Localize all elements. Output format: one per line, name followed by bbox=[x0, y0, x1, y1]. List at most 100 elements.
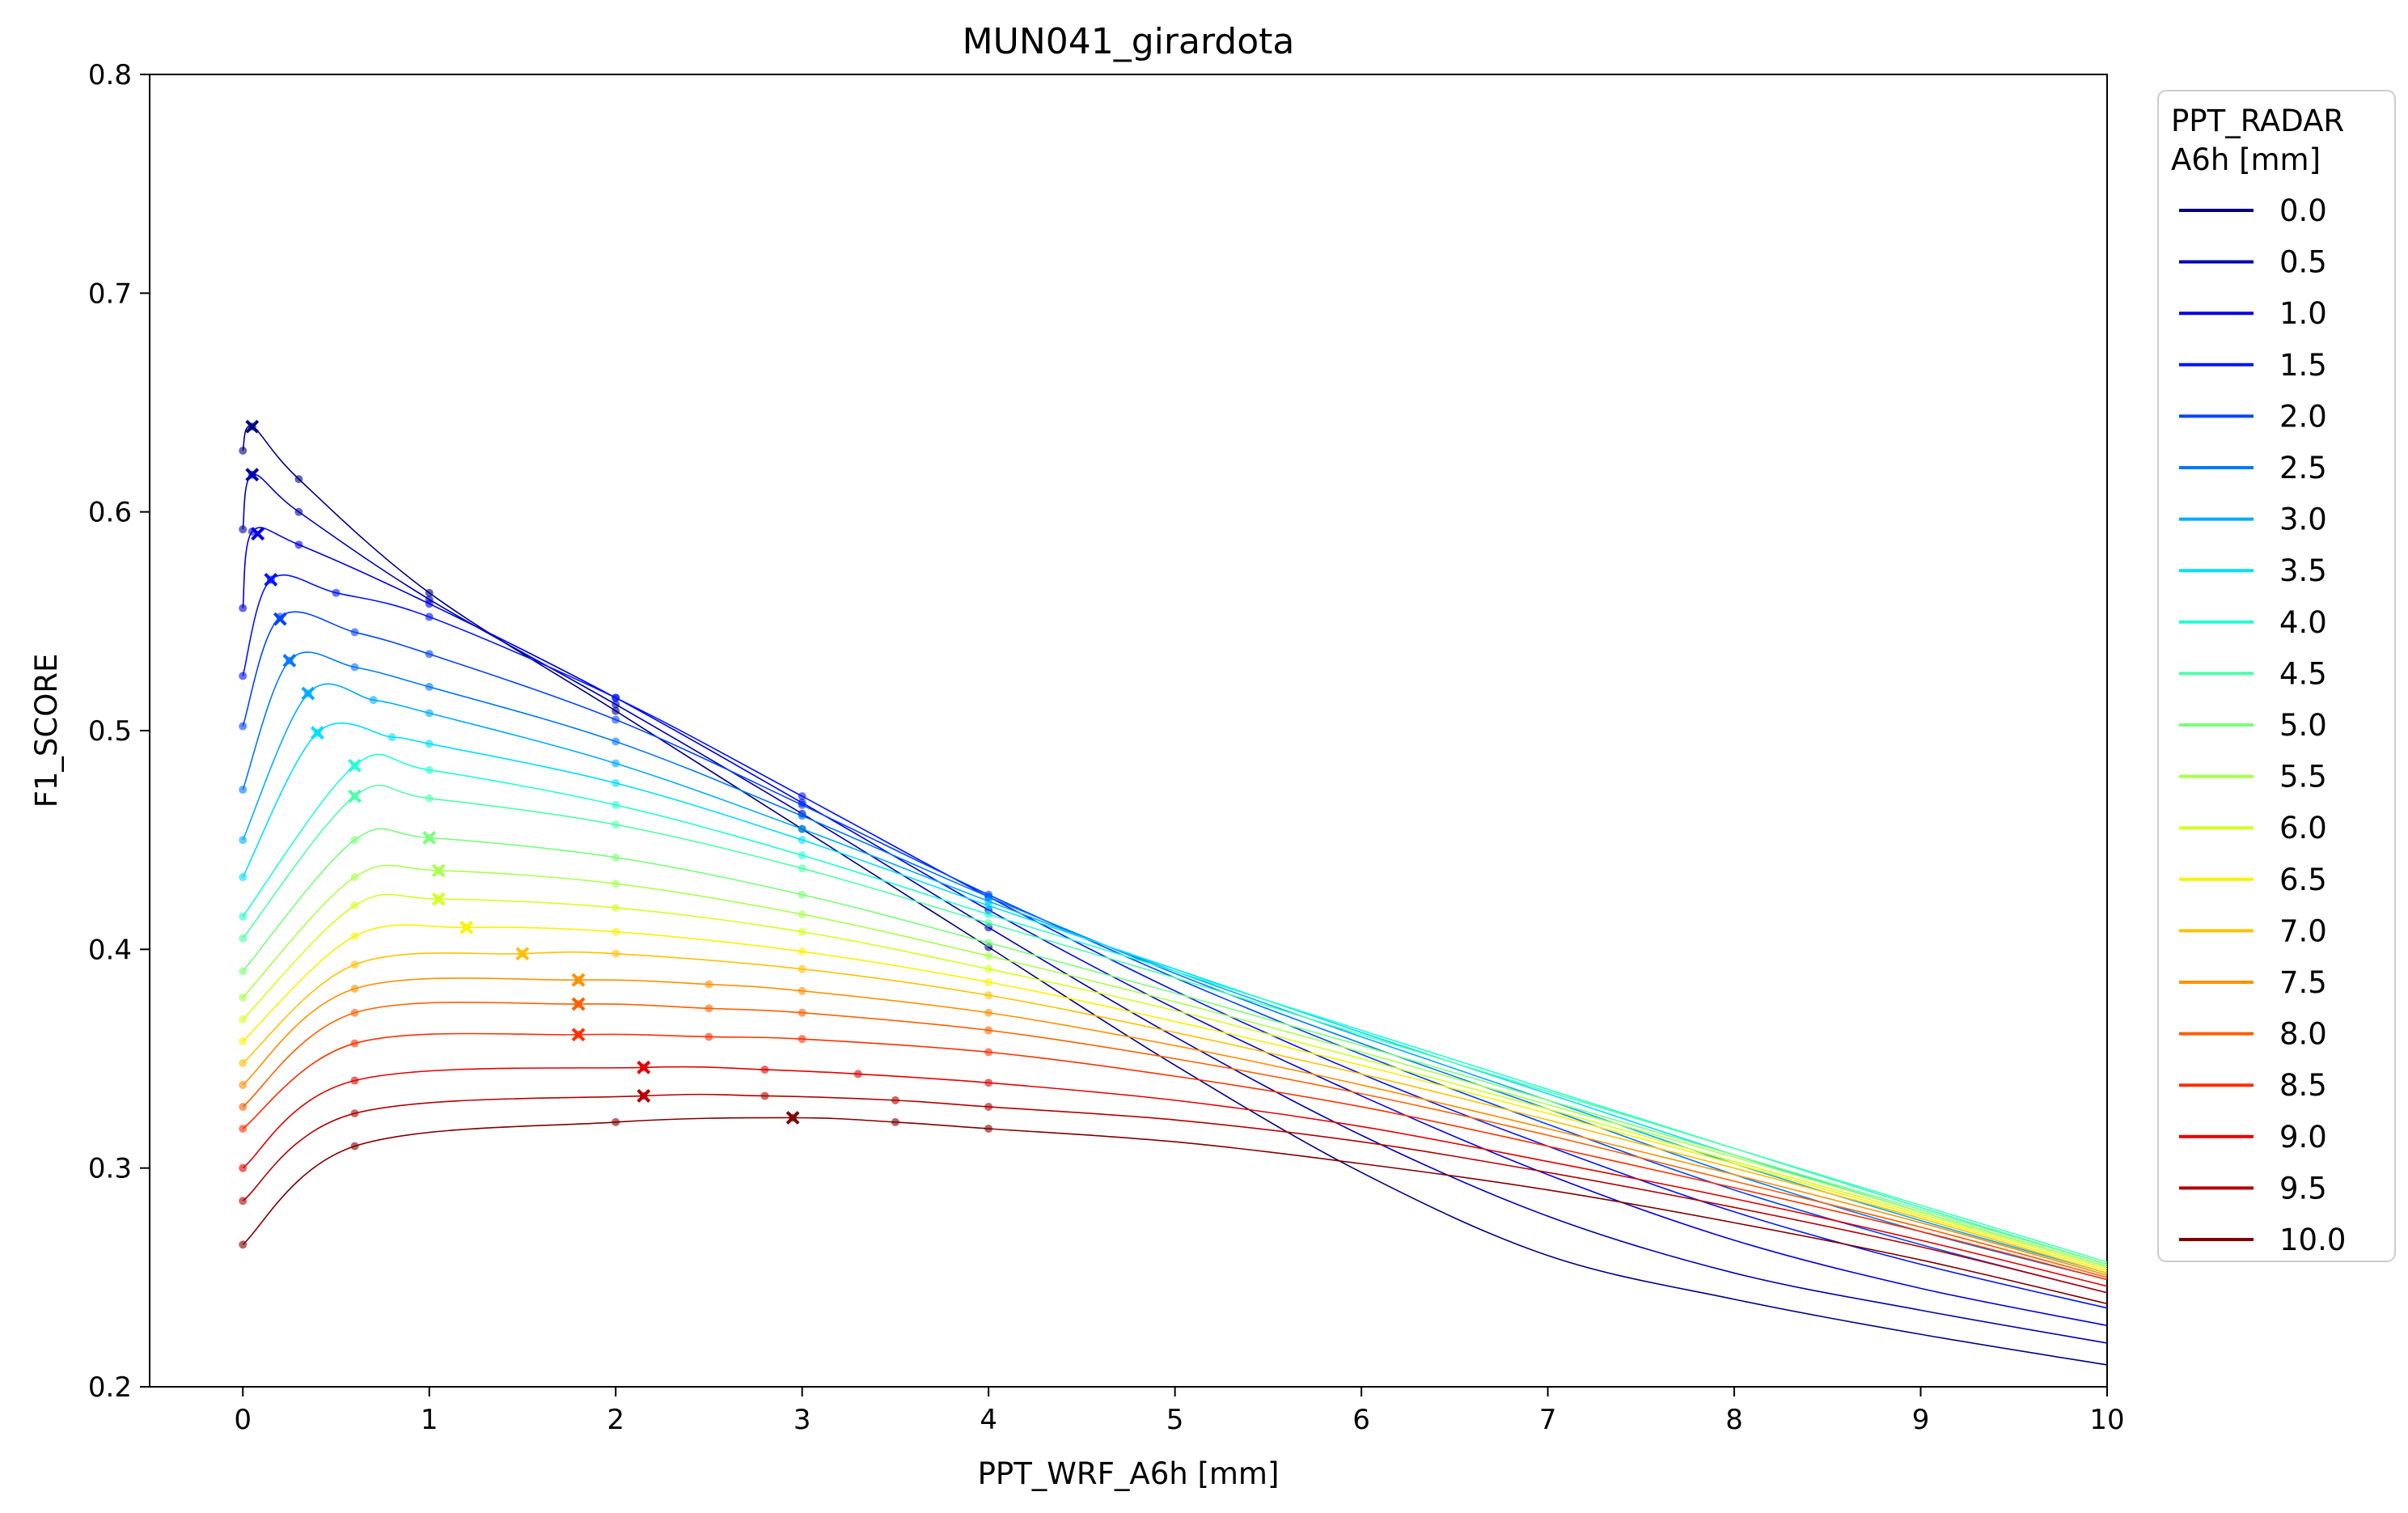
data-point bbox=[984, 964, 993, 973]
legend-entries: 0.0 0.5 1.0 1.5 2.0 2.5 3.0 3.5 4.0 4.5 5.0 5.5 6.0 6… bbox=[2179, 193, 2346, 1257]
data-point bbox=[239, 1125, 248, 1134]
data-point bbox=[798, 864, 806, 873]
data-point bbox=[350, 628, 359, 637]
best-marker bbox=[301, 686, 315, 701]
series-line-8.0 bbox=[242, 1001, 2107, 1278]
data-point bbox=[984, 939, 993, 947]
legend-label: 1.5 bbox=[2279, 348, 2327, 383]
data-point bbox=[239, 525, 248, 534]
plot-frame bbox=[149, 74, 2108, 1388]
data-point bbox=[798, 851, 806, 860]
data-point bbox=[350, 932, 359, 941]
best-marker bbox=[571, 997, 586, 1011]
data-point bbox=[294, 475, 303, 484]
legend-title-line1: PPT_RADAR bbox=[2171, 104, 2344, 138]
legend-label: 6.5 bbox=[2279, 862, 2327, 897]
x-tick-label: 3 bbox=[793, 1404, 811, 1436]
data-point bbox=[239, 836, 248, 845]
legend-label: 2.5 bbox=[2279, 451, 2327, 485]
x-tick-label: 6 bbox=[1352, 1404, 1370, 1436]
x-tick-label: 0 bbox=[234, 1404, 252, 1436]
data-point bbox=[239, 1058, 248, 1067]
data-point bbox=[350, 873, 359, 882]
data-point bbox=[239, 1015, 248, 1024]
y-tick-label: 0.7 bbox=[88, 278, 132, 310]
data-point bbox=[705, 1032, 713, 1041]
series-line-6.0 bbox=[242, 893, 2107, 1269]
y-tick-label: 0.6 bbox=[88, 497, 132, 529]
series-line-1.5 bbox=[242, 574, 2107, 1309]
data-point bbox=[239, 446, 248, 455]
data-point bbox=[239, 873, 248, 882]
data-point bbox=[239, 1036, 248, 1045]
data-point bbox=[798, 1035, 806, 1044]
data-point bbox=[294, 507, 303, 516]
data-point bbox=[239, 672, 248, 680]
series-line-1.0 bbox=[242, 527, 2107, 1327]
data-point bbox=[239, 1102, 248, 1111]
legend-label: 3.5 bbox=[2279, 553, 2327, 588]
legend-label: 5.0 bbox=[2279, 708, 2327, 743]
data-point bbox=[239, 722, 248, 731]
legend-label: 9.5 bbox=[2279, 1171, 2327, 1206]
chart-title: MUN041_girardota bbox=[963, 21, 1295, 62]
data-point bbox=[612, 715, 620, 724]
best-marker bbox=[245, 468, 260, 482]
data-point bbox=[612, 706, 620, 715]
best-marker bbox=[245, 419, 260, 434]
legend-label: 2.0 bbox=[2279, 399, 2327, 434]
data-point bbox=[239, 993, 248, 1002]
legend-label: 0.0 bbox=[2279, 193, 2327, 228]
data-point bbox=[984, 1008, 993, 1017]
data-point bbox=[984, 1102, 993, 1111]
data-point bbox=[798, 910, 806, 919]
data-point bbox=[798, 964, 806, 973]
legend-frame bbox=[2157, 90, 2396, 1262]
best-marker bbox=[348, 789, 362, 803]
data-point bbox=[798, 812, 806, 820]
legend-label: 0.5 bbox=[2279, 245, 2327, 280]
series-line-7.0 bbox=[242, 951, 2107, 1274]
data-point bbox=[853, 1070, 862, 1079]
data-point bbox=[350, 984, 359, 993]
data-point bbox=[239, 1080, 248, 1089]
x-tick-label: 10 bbox=[2089, 1404, 2124, 1436]
data-point bbox=[425, 600, 434, 608]
marker-layer bbox=[239, 419, 993, 1249]
series-line-7.5 bbox=[242, 977, 2107, 1276]
data-point bbox=[798, 986, 806, 995]
best-marker bbox=[637, 1060, 651, 1074]
data-point bbox=[798, 1008, 806, 1017]
series-line-9.0 bbox=[242, 1066, 2107, 1287]
data-point bbox=[984, 977, 993, 986]
data-point bbox=[425, 682, 434, 691]
data-point bbox=[984, 1125, 993, 1134]
data-point bbox=[798, 792, 806, 801]
data-point bbox=[350, 1076, 359, 1085]
data-point bbox=[798, 947, 806, 956]
legend-label: 4.5 bbox=[2279, 656, 2327, 691]
series-line-9.5 bbox=[242, 1093, 2107, 1294]
data-point bbox=[350, 663, 359, 672]
data-point bbox=[891, 1096, 899, 1104]
y-tick-label: 0.3 bbox=[88, 1153, 132, 1185]
series-line-0.0 bbox=[242, 425, 2107, 1366]
data-point bbox=[612, 853, 620, 862]
best-marker bbox=[785, 1111, 800, 1125]
data-point bbox=[612, 700, 620, 709]
data-point bbox=[612, 820, 620, 829]
best-marker bbox=[348, 758, 362, 773]
data-point bbox=[760, 1066, 769, 1074]
x-tick-label: 5 bbox=[1166, 1404, 1184, 1436]
data-point bbox=[239, 912, 248, 921]
y-tick-label: 0.2 bbox=[88, 1371, 132, 1404]
data-point bbox=[984, 1079, 993, 1087]
data-point bbox=[350, 901, 359, 910]
data-point bbox=[612, 759, 620, 768]
x-tick-label: 2 bbox=[607, 1404, 624, 1436]
data-point bbox=[760, 1091, 769, 1100]
y-tick-label: 0.8 bbox=[88, 59, 132, 91]
best-marker bbox=[431, 863, 446, 878]
best-marker bbox=[515, 947, 530, 961]
x-tick-label: 7 bbox=[1539, 1404, 1557, 1436]
